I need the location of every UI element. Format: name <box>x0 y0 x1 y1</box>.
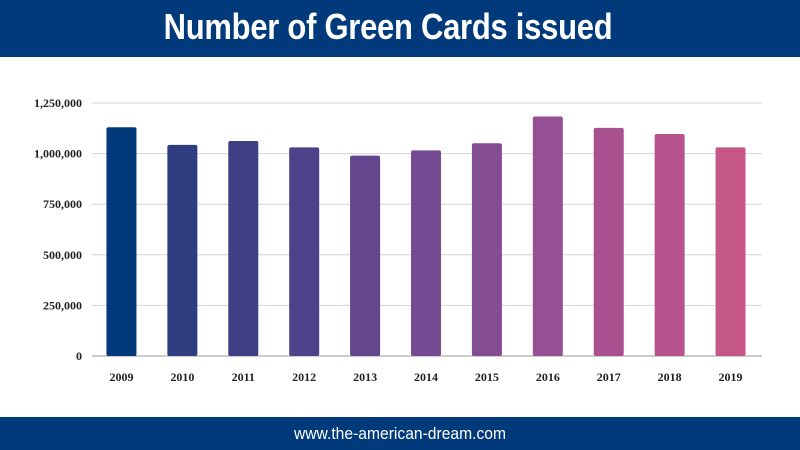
y-tick-label: 750,000 <box>43 197 82 211</box>
x-tick-label: 2014 <box>414 370 438 384</box>
bar-2017 <box>593 127 624 356</box>
bar-2018 <box>654 133 685 356</box>
x-tick-label: 2016 <box>536 370 560 384</box>
x-tick-label: 2017 <box>597 370 621 384</box>
y-tick-label: 250,000 <box>43 298 82 312</box>
bar-2012 <box>289 147 320 356</box>
y-tick-label: 1,000,000 <box>34 147 82 161</box>
y-tick-label: 500,000 <box>43 248 82 262</box>
bar-chart: 0 250,000 500,000 750,000 1,000,000 1,250,000… <box>34 96 762 384</box>
bar-2009 <box>106 127 137 357</box>
y-tick-label: 0 <box>76 349 82 363</box>
x-tick-label: 2013 <box>353 370 377 384</box>
bar-2013 <box>350 155 381 356</box>
y-tick-label: 1,250,000 <box>34 96 82 110</box>
bar-2011 <box>228 141 259 356</box>
bar-2016 <box>532 116 563 357</box>
x-tick-label: 2009 <box>109 370 133 384</box>
x-tick-label: 2019 <box>719 370 743 384</box>
bar-2019 <box>715 147 746 356</box>
footer-bar: www.the-american-dream.com <box>0 417 800 450</box>
bar-2015 <box>471 143 502 356</box>
website-link[interactable]: www.the-american-dream.com <box>293 424 507 443</box>
x-tick-label: 2012 <box>292 370 316 384</box>
page-title: Number of Green Cards issued <box>163 6 613 47</box>
bar-2010 <box>167 144 198 356</box>
x-tick-label: 2010 <box>170 370 194 384</box>
header-bar: Number of Green Cards issued <box>0 0 800 57</box>
bar-2014 <box>411 150 441 356</box>
x-tick-label: 2015 <box>475 370 499 384</box>
x-tick-label: 2011 <box>232 370 255 384</box>
x-tick-label: 2018 <box>658 370 682 384</box>
